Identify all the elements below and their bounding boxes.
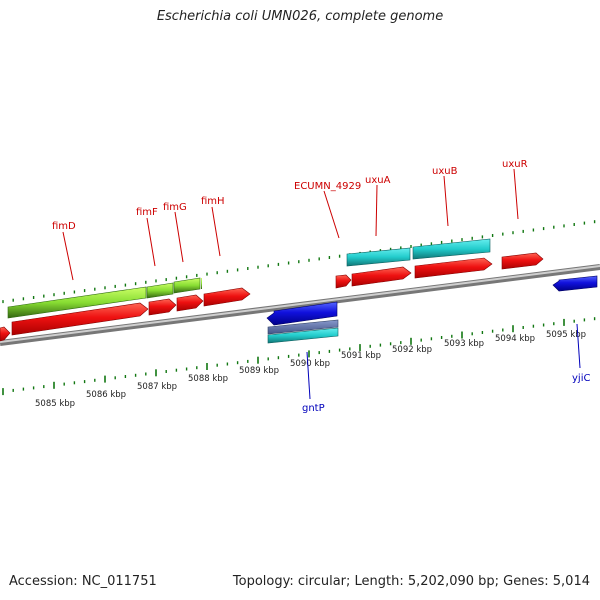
gntP-operon-steel (267, 319, 339, 335)
label-ecumn4929: ECUMN_4929 (294, 181, 361, 192)
scale-label-5086: 5086 kbp (86, 390, 126, 400)
uxu-operon-band (346, 238, 491, 267)
gene-fimG (176, 294, 204, 312)
scale-label-5093: 5093 kbp (444, 339, 484, 349)
scale-label-5088: 5088 kbp (188, 374, 228, 384)
map-title: Escherichia coli UMN026, complete genome (156, 9, 444, 24)
gene-labels: fimD fimF fimG fimH ECUMN_4929 uxuA uxuB… (52, 159, 590, 414)
scale-labels: 5085 kbp 5086 kbp 5087 kbp 5088 kbp 5089… (35, 330, 586, 409)
scale-label-5087: 5087 kbp (137, 382, 177, 392)
label-gntP: gntP (302, 403, 325, 414)
reverse-leaders (306, 323, 581, 400)
label-fimG: fimG (163, 202, 187, 213)
label-fimF: fimF (136, 207, 158, 218)
gene-uxuB (414, 257, 493, 279)
gene-gntP (266, 301, 338, 326)
scale-label-5091: 5091 kbp (341, 351, 381, 361)
label-uxuB: uxuB (432, 166, 458, 177)
gene-yjiC (552, 275, 598, 292)
gene-fimD (11, 302, 149, 336)
scale-label-5092: 5092 kbp (392, 345, 432, 355)
label-yjiC: yjiC (572, 373, 590, 384)
genome-backbone-highlight (0, 265, 600, 343)
fim-operon-band (7, 277, 202, 319)
label-fimD: fimD (52, 221, 76, 232)
gene-fimH (203, 287, 251, 307)
gene-uxuR (501, 252, 544, 270)
genome-summary: Topology: circular; Length: 5,202,090 bp… (232, 574, 590, 589)
label-fimH: fimH (201, 196, 225, 207)
scale-label-5085: 5085 kbp (35, 399, 75, 409)
scale-label-5090: 5090 kbp (290, 359, 330, 369)
gntP-operon-cyan (267, 327, 339, 344)
gene-uxuA (351, 266, 412, 287)
label-leaders (62, 168, 519, 281)
gene-left-partial (0, 326, 11, 342)
label-uxuR: uxuR (502, 159, 528, 170)
scale-label-5095: 5095 kbp (546, 330, 586, 340)
gene-fimF (148, 298, 177, 316)
accession-label: Accession: NC_011751 (9, 574, 157, 589)
forward-genes (0, 252, 544, 342)
reverse-genes (266, 275, 598, 344)
label-uxuA: uxuA (365, 175, 391, 186)
scale-label-5094: 5094 kbp (495, 334, 535, 344)
gene-ecumn4929 (335, 274, 352, 289)
scale-label-5089: 5089 kbp (239, 366, 279, 376)
inner-tick-ring (2, 317, 596, 396)
